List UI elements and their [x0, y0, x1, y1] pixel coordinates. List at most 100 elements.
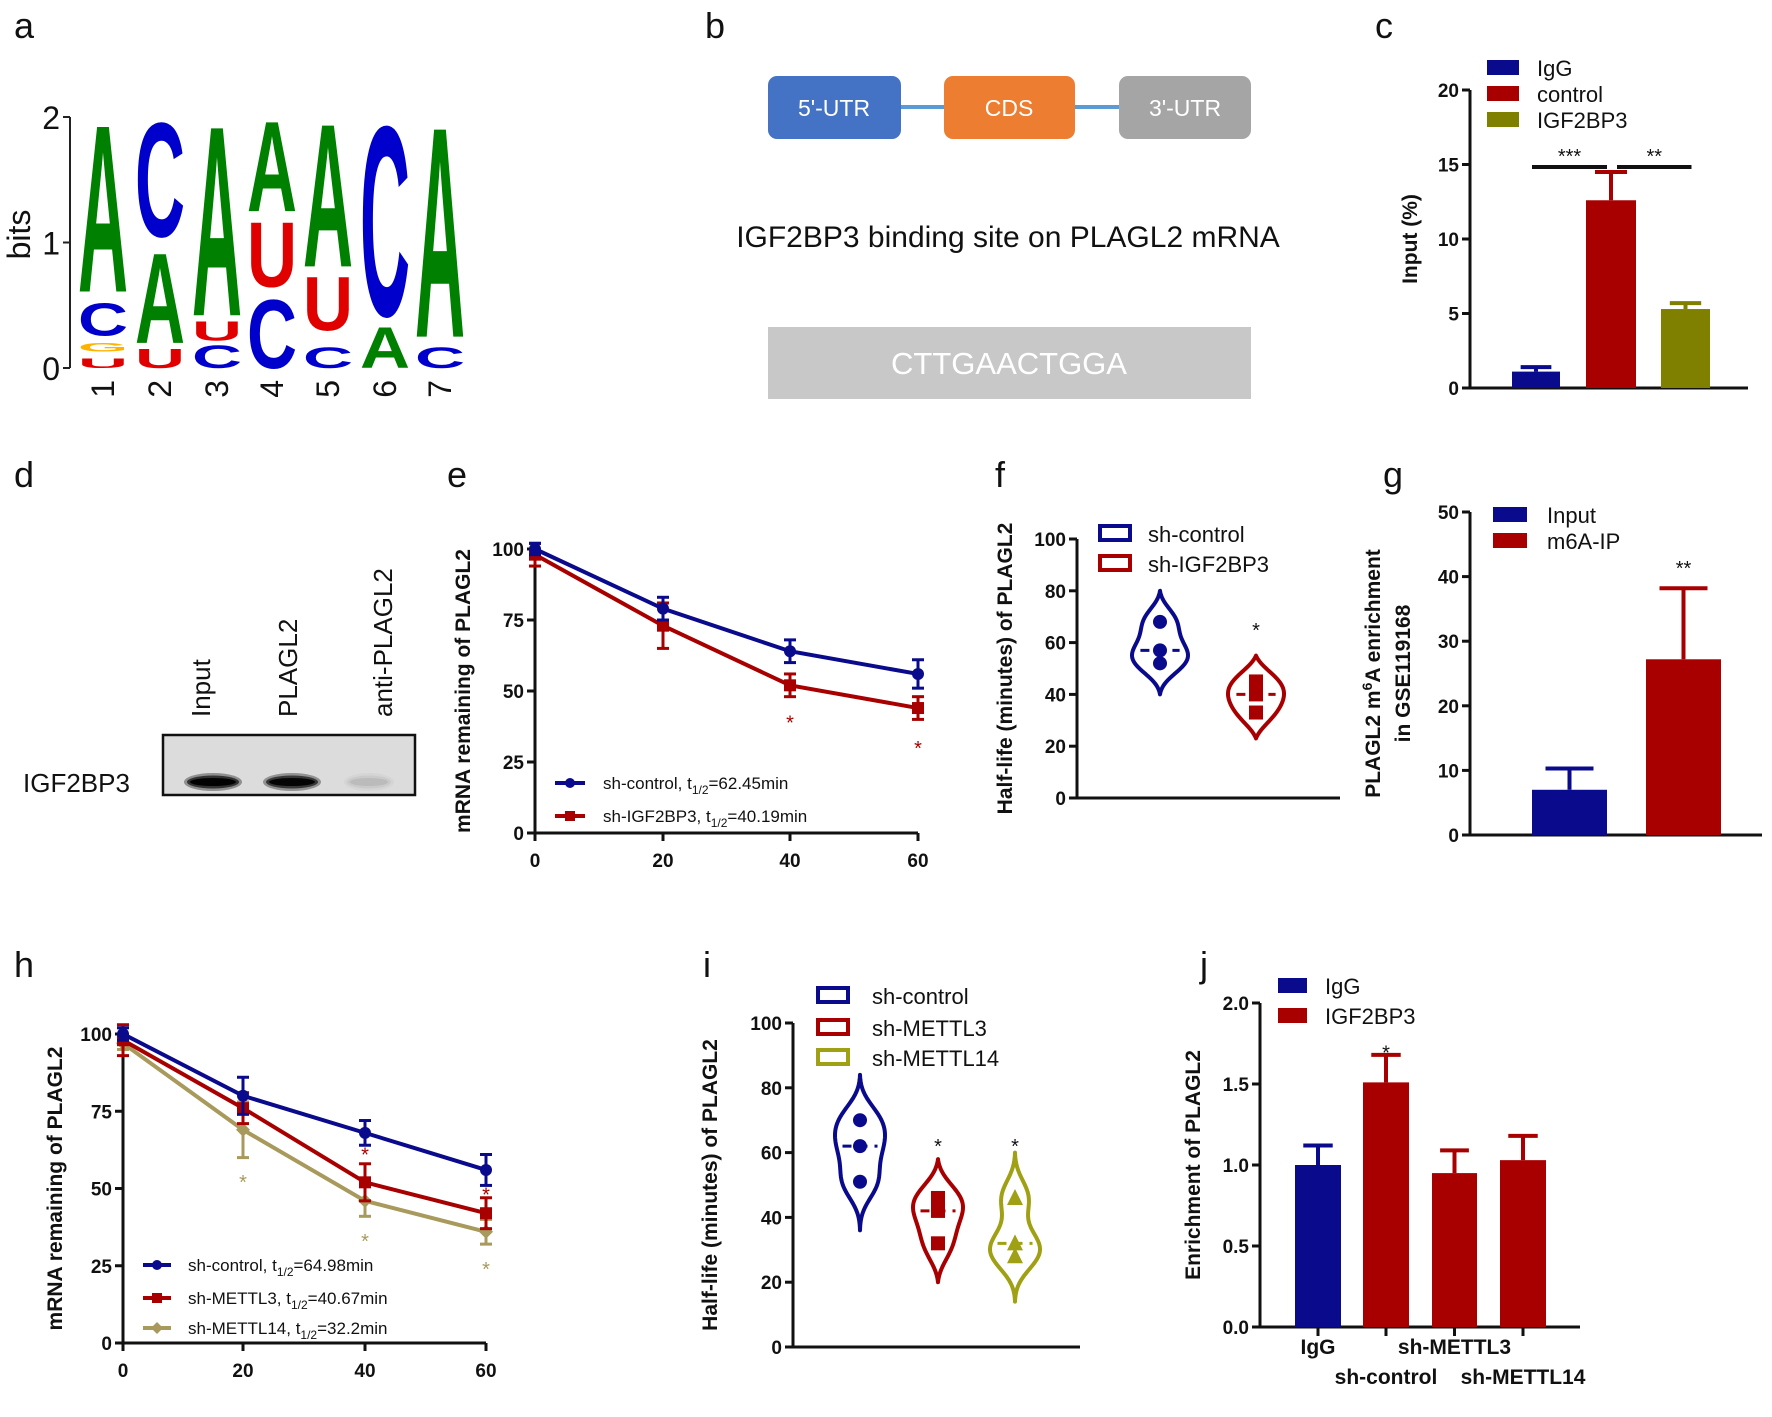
panel-label-i: i — [703, 944, 711, 985]
significance-star: * — [482, 1185, 490, 1207]
y-tick-label: 5 — [1448, 305, 1459, 326]
significance-stars: ** — [1646, 146, 1662, 168]
legend-text: =62.45min — [709, 774, 789, 793]
significance-stars: * — [1382, 1043, 1390, 1065]
panel-label-f: f — [995, 454, 1006, 495]
x-tick-label: 40 — [354, 1361, 375, 1382]
series-line — [122, 1032, 487, 1172]
violin-sh-METTL3 — [911, 1157, 965, 1285]
legend-label: Input — [1547, 503, 1596, 528]
y-tick-label: 80 — [1045, 582, 1066, 603]
square-marker — [152, 1293, 162, 1303]
binding-sequence: CTTGAACTGGA — [891, 346, 1127, 381]
x-tick-label: 20 — [652, 851, 673, 872]
square-marker — [359, 1176, 371, 1189]
panel-label-h: h — [14, 944, 34, 985]
y-tick-label: 0 — [1448, 379, 1459, 400]
y-tick-label: 1.5 — [1223, 1075, 1250, 1096]
y-tick-label: 20 — [1438, 697, 1459, 718]
logo-letter: U — [78, 356, 128, 371]
legend-label: sh-control — [872, 984, 969, 1009]
lane-label-plagl2: PLAGL2 — [273, 619, 303, 717]
legend-swatch — [1278, 978, 1307, 993]
circle-marker — [912, 667, 924, 680]
panel-b-schematic: 5'-UTR CDS 3'-UTR IGF2BP3 binding site o… — [736, 76, 1280, 399]
y-tick-label: 100 — [1034, 530, 1066, 551]
series-line — [121, 1041, 487, 1234]
y-tick-label: 100 — [750, 1014, 782, 1035]
logo-letter: C — [415, 341, 465, 374]
square-marker — [565, 811, 575, 821]
significance-star: * — [361, 1144, 369, 1166]
logo-letter: U — [303, 260, 353, 347]
utr5-box — [768, 76, 901, 139]
legend-subscript: 1/2 — [277, 1265, 294, 1279]
y-label-part: A enrichment — [1362, 549, 1385, 682]
significance-stars: *** — [1558, 146, 1582, 168]
circle-marker — [784, 645, 796, 658]
legend-text: =64.98min — [294, 1256, 374, 1275]
square-marker — [1249, 674, 1263, 689]
x-tick-label: 60 — [907, 851, 928, 872]
y-tick-label: 50 — [1438, 503, 1459, 524]
panel-label-e: e — [447, 454, 467, 495]
x-tick-label: 1 — [85, 380, 121, 398]
legend-label: sh-METTL3 — [872, 1016, 987, 1041]
y-tick-label: 0.5 — [1223, 1237, 1250, 1258]
x-tick-label: 40 — [779, 851, 800, 872]
x-tick-label: 0 — [530, 851, 541, 872]
circle-marker — [853, 1139, 867, 1154]
triangle-marker — [1007, 1247, 1023, 1264]
logo-letter: C — [135, 88, 185, 271]
square-marker — [931, 1190, 945, 1205]
violin-sh-IGF2BP3 — [1226, 653, 1286, 741]
y-tick-label: 30 — [1438, 632, 1459, 653]
legend-text: sh-control, t — [188, 1256, 277, 1275]
legend-label: sh-IGF2BP3 — [1148, 552, 1269, 577]
y-tick-label: 0 — [1448, 826, 1459, 847]
y-axis-label: Half-life (minutes) of PLAGL2 — [994, 523, 1017, 815]
y-tick-label: 60 — [761, 1144, 782, 1165]
legend-label: sh-control — [1148, 522, 1245, 547]
violin-sh-control — [1130, 588, 1190, 697]
utr5-label: 5'-UTR — [798, 95, 870, 121]
y-tick-label: 0 — [101, 1334, 112, 1355]
legend-swatch — [816, 1018, 850, 1036]
circle-marker — [117, 1028, 129, 1040]
logo-letter: C — [78, 293, 128, 345]
legend-text: sh-METTL3, t — [188, 1289, 291, 1308]
x-tick-label: 60 — [475, 1361, 496, 1382]
x-tick-label: IgG — [1301, 1336, 1336, 1359]
legend-label: sh-METTL3, t1/2=40.67min — [188, 1289, 388, 1312]
y-tick-label: 10 — [1438, 230, 1459, 251]
square-marker — [1249, 687, 1263, 702]
legend-text: =32.2min — [317, 1319, 387, 1338]
legend-label: sh-METTL14 — [872, 1046, 999, 1071]
y-tick-label: 1.0 — [1223, 1156, 1249, 1177]
logo-letter: A — [303, 82, 353, 311]
protein-band — [347, 775, 391, 789]
y-tick-label: 50 — [503, 682, 524, 703]
bar — [1295, 1165, 1341, 1327]
logo-letter: G — [78, 341, 128, 354]
series-line — [534, 547, 919, 676]
lane-label-anti-plagl2: anti-PLAGL2 — [368, 568, 398, 717]
legend-swatch — [1487, 60, 1519, 75]
panel-d-western-blot: Input PLAGL2 anti-PLAGL2 IGF2BP3 — [23, 568, 417, 798]
diamond-marker — [151, 1322, 163, 1334]
panel-label-g: g — [1383, 454, 1403, 495]
logo-letter: A — [78, 75, 128, 342]
bar — [1512, 371, 1560, 388]
panel-e-line-chart: 0 25 50 75 100 mRNA remaining of PLAGL2 0 20 40 6… — [452, 540, 929, 872]
y-tick-label: 50 — [91, 1180, 112, 1201]
legend-swatch — [1487, 86, 1519, 101]
circle-marker — [565, 778, 575, 788]
x-tick-label: 20 — [232, 1361, 253, 1382]
legend-subscript: 1/2 — [300, 1328, 317, 1342]
y-axis-label: Input (%) — [1399, 194, 1422, 284]
y-tick-label: 100 — [80, 1025, 112, 1046]
legend-label: IgG — [1325, 974, 1360, 999]
lane-label-input: Input — [186, 658, 216, 717]
legend-swatch — [1278, 1008, 1307, 1023]
significance-star: * — [239, 1172, 247, 1194]
